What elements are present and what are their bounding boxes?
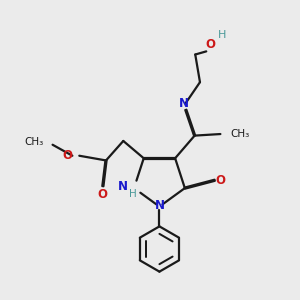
Text: CH₃: CH₃ [230,129,250,139]
Text: N: N [154,199,164,212]
Text: O: O [205,38,215,51]
Text: O: O [215,174,225,187]
Text: N: N [179,97,189,110]
Text: CH₃: CH₃ [25,136,44,147]
Text: H: H [129,189,136,199]
Text: H: H [218,30,226,40]
Text: N: N [118,180,128,193]
Text: O: O [98,188,108,201]
Text: O: O [62,149,72,162]
